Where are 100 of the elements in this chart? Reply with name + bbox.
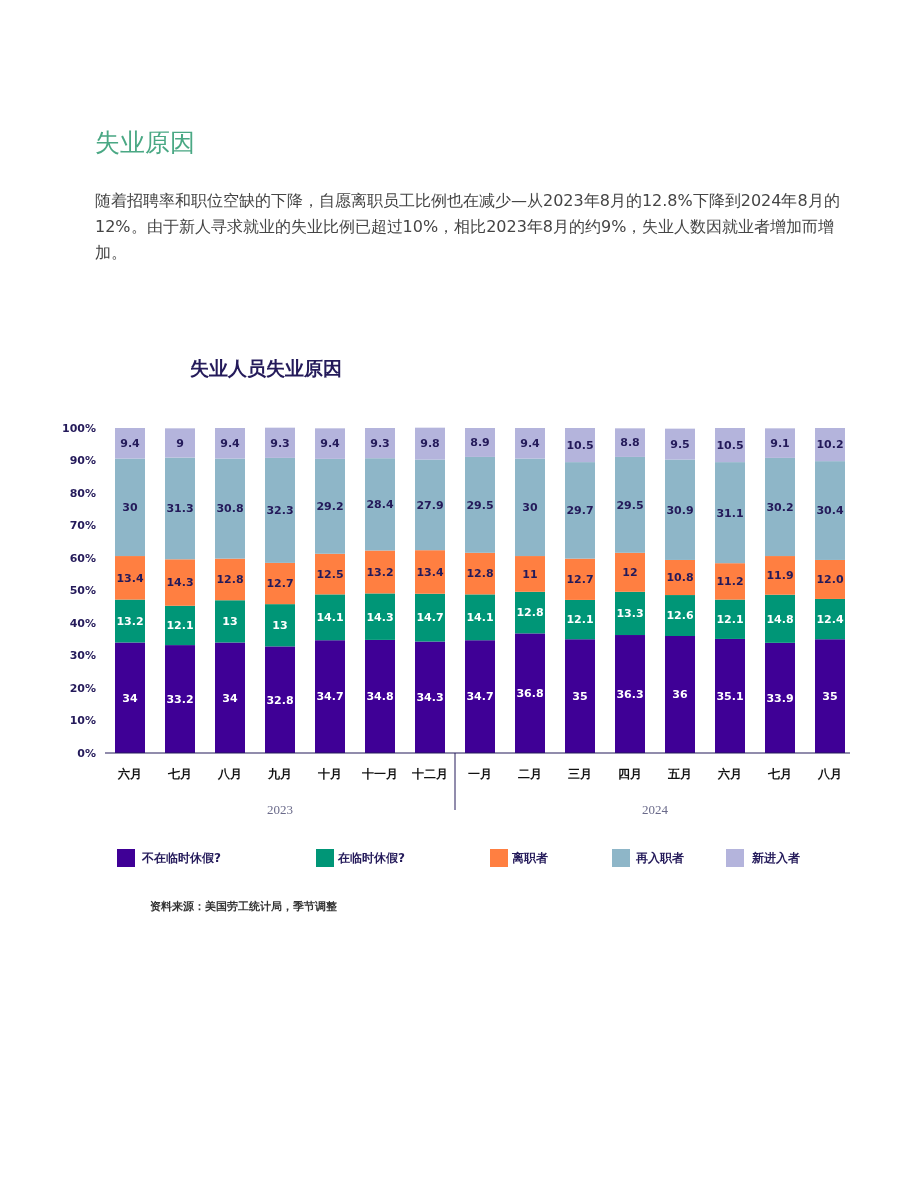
data-label: 28.4 xyxy=(366,498,394,512)
data-label: 34.8 xyxy=(366,690,394,704)
bar xyxy=(815,639,845,753)
data-label: 14.3 xyxy=(166,576,194,590)
y-tick-label: 70% xyxy=(69,519,96,533)
bar xyxy=(515,458,545,557)
x-tick-label: 七月 xyxy=(767,767,792,781)
bar xyxy=(515,633,545,753)
bar xyxy=(465,594,495,641)
y-tick-label: 0% xyxy=(77,746,96,760)
legend-label: 再入职者 xyxy=(635,851,684,866)
data-label: 35.1 xyxy=(716,689,744,703)
bar xyxy=(115,556,145,600)
data-label: 11.2 xyxy=(716,575,744,589)
bar xyxy=(215,428,245,459)
data-label: 13.4 xyxy=(116,571,144,585)
data-label: 9.8 xyxy=(420,437,440,451)
data-label: 9.4 xyxy=(120,437,141,451)
data-label: 14.7 xyxy=(416,611,444,625)
bar xyxy=(765,556,795,595)
bar xyxy=(365,458,395,551)
data-label: 9.4 xyxy=(520,437,541,451)
data-label: 33.2 xyxy=(166,692,194,706)
bar xyxy=(565,462,595,559)
bar xyxy=(515,556,545,592)
bar xyxy=(765,594,795,643)
data-label: 30.4 xyxy=(816,504,844,518)
data-label: 9.3 xyxy=(270,436,290,450)
bar xyxy=(665,636,695,753)
data-label: 10.5 xyxy=(566,438,594,452)
x-tick-label: 六月 xyxy=(117,767,142,781)
data-label: 29.7 xyxy=(566,504,594,518)
bar xyxy=(615,635,645,753)
legend-label: 新进入者 xyxy=(751,851,800,866)
text: 失业原因 xyxy=(95,127,195,159)
data-label: 34.7 xyxy=(466,690,494,704)
bar xyxy=(415,550,445,594)
bar xyxy=(465,640,495,753)
data-label: 8.9 xyxy=(470,436,490,450)
data-label: 34 xyxy=(222,691,238,705)
bar xyxy=(315,640,345,753)
x-tick-label: 五月 xyxy=(667,767,692,781)
bar xyxy=(265,457,295,563)
bar xyxy=(615,552,645,592)
data-label: 9.4 xyxy=(320,437,341,451)
y-tick-label: 60% xyxy=(69,551,96,565)
data-label: 33.9 xyxy=(766,691,794,705)
bar xyxy=(765,642,795,753)
bar xyxy=(115,599,145,643)
bar xyxy=(165,457,195,560)
data-label: 36 xyxy=(672,688,688,702)
data-label: 31.3 xyxy=(166,502,194,516)
bar xyxy=(765,457,795,557)
bar xyxy=(215,642,245,753)
bar xyxy=(115,458,145,557)
data-label: 32.8 xyxy=(266,693,294,707)
data-label: 30.8 xyxy=(216,502,244,516)
legend-label: 不在临时休假? xyxy=(141,851,221,866)
bar xyxy=(265,646,295,753)
data-label: 13.3 xyxy=(616,607,644,621)
bar xyxy=(215,600,245,643)
bar xyxy=(165,645,195,753)
x-tick-label: 十月 xyxy=(317,767,342,781)
bar xyxy=(515,428,545,459)
bar xyxy=(465,456,495,553)
data-label: 12.7 xyxy=(566,573,594,587)
data-label: 14.1 xyxy=(316,611,344,625)
x-tick-label: 十一月 xyxy=(361,767,398,781)
data-label: 36.3 xyxy=(616,687,644,701)
bar xyxy=(565,558,595,600)
data-label: 13.4 xyxy=(416,565,444,579)
data-label: 12.8 xyxy=(216,573,244,587)
data-label: 12.8 xyxy=(516,606,544,620)
data-label: 29.5 xyxy=(466,498,494,512)
data-label: 9.1 xyxy=(770,436,790,450)
data-label: 29.5 xyxy=(616,498,644,512)
bar xyxy=(615,591,645,636)
data-label: 13 xyxy=(272,619,288,633)
bar xyxy=(115,642,145,753)
x-tick-label: 六月 xyxy=(717,767,742,781)
data-label: 12 xyxy=(622,566,638,580)
bar xyxy=(165,559,195,606)
data-label: 30.2 xyxy=(766,500,794,514)
y-tick-label: 40% xyxy=(69,616,96,630)
x-tick-label: 一月 xyxy=(468,767,492,781)
data-label: 12.8 xyxy=(466,567,494,581)
y-tick-label: 30% xyxy=(69,649,96,663)
data-label: 11 xyxy=(522,567,538,581)
data-label: 9.4 xyxy=(220,437,241,451)
data-label: 9 xyxy=(176,436,184,450)
data-label: 29.2 xyxy=(316,500,344,514)
data-label: 13.2 xyxy=(116,614,144,628)
data-label: 14.8 xyxy=(766,612,794,626)
data-label: 10.5 xyxy=(716,438,744,452)
bar xyxy=(615,456,645,553)
bar xyxy=(215,458,245,559)
bar xyxy=(715,638,745,753)
data-label: 31.1 xyxy=(716,506,744,520)
bar xyxy=(765,428,795,458)
bar xyxy=(565,639,595,753)
